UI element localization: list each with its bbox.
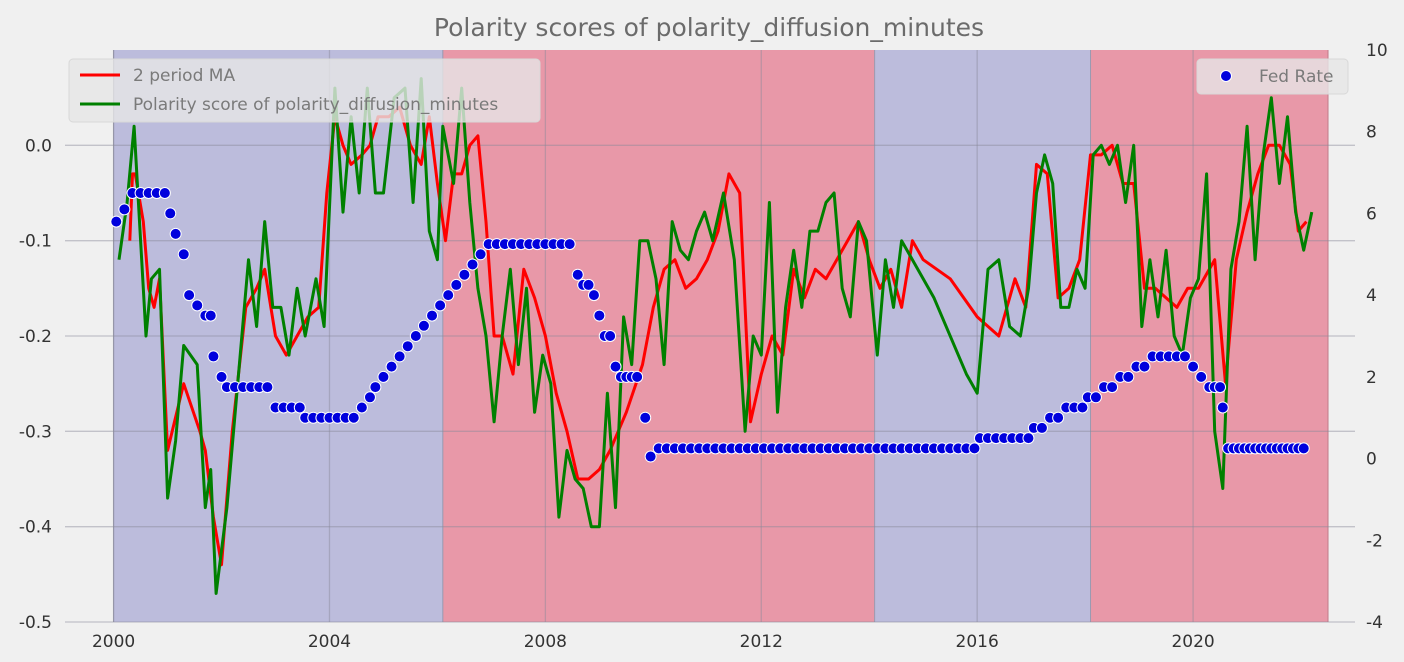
- left-tick-label: -0.3: [19, 422, 52, 442]
- polarity-line: [117, 77, 1314, 595]
- fed-rate-point: [377, 370, 390, 383]
- fed-rate-point: [1106, 381, 1119, 394]
- x-tick-label: 2016: [956, 632, 999, 652]
- fed-rate-point: [466, 258, 479, 271]
- fed-rate-point: [1178, 350, 1191, 363]
- legend-fed-rate-marker: [1220, 70, 1232, 82]
- right-tick-label: -4: [1366, 613, 1383, 633]
- x-tick-label: 2012: [740, 632, 783, 652]
- fed-rate-point: [118, 203, 131, 216]
- right-tick-label: 2: [1366, 368, 1377, 388]
- legend-left-box: [68, 58, 541, 123]
- fed-rate-point: [1138, 360, 1151, 373]
- fed-rate-point: [639, 411, 652, 424]
- chart-title: Polarity scores of polarity_diffusion_mi…: [434, 13, 984, 42]
- legend-right: Fed Rate: [1196, 58, 1349, 95]
- fed-rate-point: [183, 289, 196, 302]
- left-axis-ticks: -0.5 -0.4 -0.3 -0.2 -0.1 0.0: [19, 136, 52, 633]
- fed-rate-point: [355, 401, 368, 414]
- fed-rate-point: [1022, 432, 1035, 445]
- legend-ma-label: 2 period MA: [133, 66, 235, 86]
- fed-rate-point: [604, 330, 617, 342]
- legend-fed-rate-label: Fed Rate: [1259, 67, 1333, 87]
- fed-rate-point: [563, 238, 576, 251]
- fed-rate-point: [644, 450, 657, 463]
- ma-line: [128, 105, 1308, 567]
- fed-rate-point: [442, 289, 455, 302]
- fed-rate-point: [110, 215, 123, 228]
- x-tick-label: 2008: [524, 632, 567, 652]
- fed-rate-point: [417, 319, 430, 332]
- fed-rate-point: [434, 299, 447, 312]
- left-tick-label: -0.2: [19, 327, 52, 347]
- fed-rate-point: [593, 309, 606, 322]
- right-tick-label: -2: [1366, 531, 1383, 551]
- fed-rate-point: [385, 360, 398, 373]
- fed-rate-point: [347, 411, 360, 424]
- fed-rate-point: [1035, 421, 1048, 434]
- grid-lines: [65, 50, 1355, 623]
- series-lines: [117, 77, 1314, 595]
- fed-rate-point: [401, 340, 414, 353]
- x-tick-label: 2004: [308, 632, 351, 652]
- fed-rate-point: [631, 370, 644, 383]
- fed-rate-point: [1052, 411, 1065, 424]
- left-tick-label: -0.1: [19, 232, 52, 252]
- x-tick-label: 2020: [1171, 632, 1214, 652]
- fed-rate-point: [1122, 370, 1135, 383]
- fed-rate-point: [409, 330, 422, 342]
- fed-rate-point: [293, 401, 306, 414]
- fed-rate-point: [191, 299, 204, 312]
- fed-rate-point: [261, 381, 274, 394]
- x-axis-ticks: 2000 2004 2008 2012 2016 2020: [92, 632, 1215, 652]
- fed-rate-point: [1216, 401, 1229, 414]
- fed-rate-point: [1089, 391, 1102, 404]
- left-tick-label: -0.4: [19, 518, 52, 538]
- fed-rate-point: [207, 350, 220, 363]
- left-tick-label: -0.5: [19, 613, 52, 633]
- legend-polarity-label: Polarity score of polarity_diffusion_min…: [133, 95, 498, 115]
- fed-rate-point: [426, 309, 439, 322]
- fed-rate-point: [968, 442, 981, 455]
- fed-rate-point: [204, 309, 217, 322]
- x-tick-label: 2000: [92, 632, 135, 652]
- fed-rate-point: [1187, 360, 1200, 373]
- legend-left: 2 period MA Polarity score of polarity_d…: [68, 58, 541, 123]
- fed-rate-point: [164, 207, 177, 220]
- fed-rate-point: [587, 289, 600, 302]
- left-tick-label: 0.0: [25, 136, 52, 156]
- fed-rate-point: [1297, 442, 1310, 455]
- right-tick-label: 10: [1366, 41, 1388, 61]
- fed-rate-point: [1076, 401, 1089, 414]
- right-tick-label: 6: [1366, 204, 1377, 224]
- fed-rate-point: [363, 391, 376, 404]
- fed-rate-point: [158, 187, 171, 199]
- fed-rate-point: [1214, 381, 1227, 394]
- fed-rate-point: [169, 227, 182, 240]
- right-tick-label: 4: [1366, 286, 1377, 306]
- legend-right-box: [1196, 58, 1349, 95]
- right-axis-ticks: -4 -2 0 2 4 6 8 10: [1366, 41, 1388, 633]
- fed-rate-point: [369, 381, 382, 394]
- right-tick-label: 0: [1366, 450, 1377, 470]
- fed-rate-points: [110, 187, 1310, 463]
- fed-rate-point: [1195, 370, 1208, 383]
- fed-rate-point: [571, 268, 584, 281]
- fed-rate-point: [582, 278, 595, 291]
- fed-rate-point: [458, 268, 471, 281]
- fed-rate-point: [393, 350, 406, 363]
- right-tick-label: 8: [1366, 123, 1377, 143]
- fed-rate-point: [215, 370, 228, 383]
- fed-rate-point: [177, 248, 190, 261]
- fed-rate-point: [609, 360, 622, 373]
- fed-rate-point: [474, 248, 487, 261]
- fed-rate-point: [450, 278, 463, 291]
